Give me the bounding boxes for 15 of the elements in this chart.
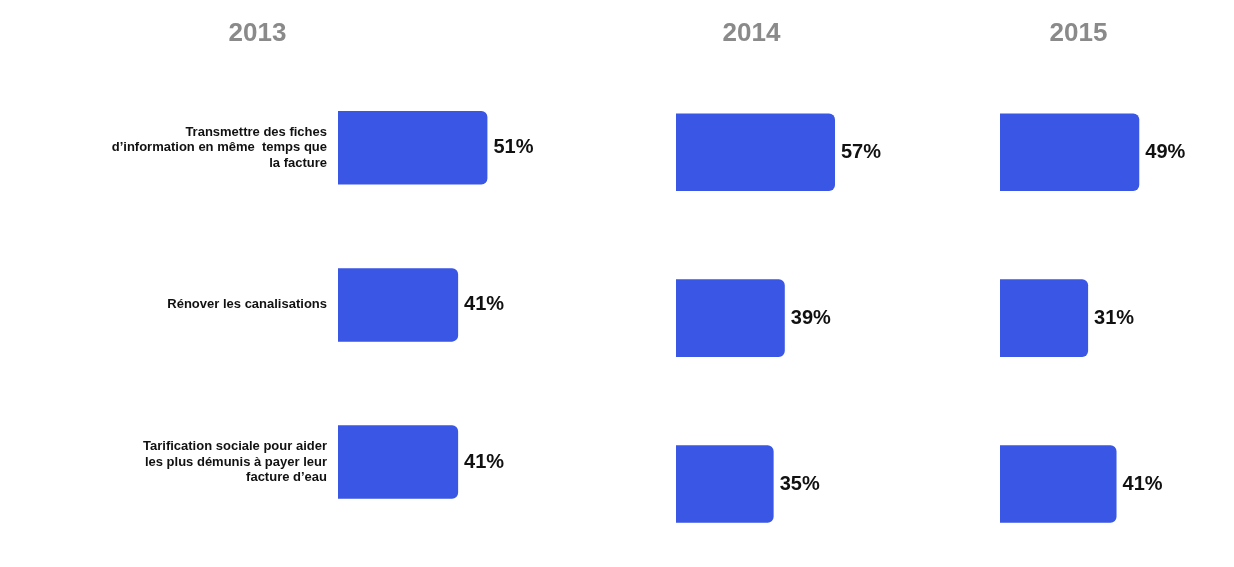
data-label: 49% [1145,139,1186,162]
data-label: 31% [1094,305,1135,328]
y-tick-label: Transmettre des fiches d’information en même temps que la facture [111,123,327,170]
data-label: 51% [493,135,534,158]
data-label: 57% [841,139,882,162]
data-label: 41% [1122,471,1163,494]
data-label: 35% [779,471,820,494]
y-tick-label: Tarification sociale pour aider les plus démunis à payer leur facture d’eau [143,438,328,485]
y-tick-label: Rénover les canalisations [167,296,327,312]
chart-title: 2014 [722,16,781,47]
data-label: 41% [464,292,505,315]
chart-title: 2015 [1049,16,1108,47]
data-label: 41% [464,449,505,472]
data-label: 39% [790,305,832,328]
chart-title: 2013 [228,16,287,47]
